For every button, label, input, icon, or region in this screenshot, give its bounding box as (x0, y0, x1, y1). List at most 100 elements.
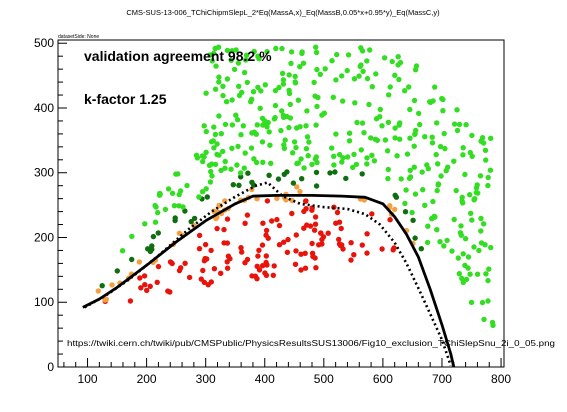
scan-point-green (374, 137, 381, 143)
scan-point-green (212, 45, 218, 52)
scan-point-red (312, 255, 318, 261)
scan-point-red (369, 211, 375, 217)
scan-point-darkgreen (418, 246, 424, 252)
y-tick-label: 300 (34, 166, 54, 180)
scan-point-red (176, 267, 183, 274)
y-tick-label: 100 (34, 295, 54, 309)
scan-point-red (167, 289, 173, 295)
scan-point-green (449, 248, 455, 254)
scan-point-green (286, 124, 292, 131)
scan-point-green (260, 159, 266, 165)
scan-point-red (285, 236, 291, 243)
scan-point-green (385, 175, 391, 182)
scan-point-green (314, 66, 320, 73)
scan-point-green (257, 105, 263, 112)
scan-point-green (455, 255, 461, 261)
scan-point-green (203, 186, 209, 192)
scan-point-green (429, 140, 436, 146)
scan-point-green (430, 198, 436, 205)
scan-point-red (312, 221, 319, 227)
scan-point-red (379, 246, 385, 252)
scan-point-darkgreen (332, 169, 338, 175)
plot-frame (57, 39, 505, 368)
scan-point-darkgreen (410, 217, 416, 223)
scan-point-darkgreen (155, 230, 161, 236)
scan-point-red (338, 225, 344, 232)
scan-point-green (222, 158, 228, 165)
scan-point-green (443, 168, 449, 174)
scan-point-red (137, 275, 143, 281)
scan-point-green (129, 233, 135, 240)
scan-point-green (425, 223, 431, 229)
scan-point-green (229, 97, 235, 103)
scan-point-green (344, 154, 351, 160)
scan-point-green (358, 45, 364, 51)
scan-point-green (236, 92, 243, 99)
scan-point-red (348, 257, 354, 263)
x-tick-label: 300 (196, 372, 216, 386)
scan-point-green (241, 69, 248, 76)
scan-point-green (351, 151, 357, 158)
scan-point-green (229, 122, 236, 128)
x-tick-label: 500 (314, 372, 334, 386)
scan-point-green (490, 322, 496, 329)
scan-point-red (225, 253, 232, 259)
scan-point-green (395, 62, 401, 68)
scan-point-green (267, 142, 273, 148)
scan-point-darkgreen (230, 182, 236, 188)
scan-point-red (312, 214, 319, 220)
scan-point-green (373, 71, 379, 77)
scan-point-green (471, 244, 477, 250)
scan-point-green (312, 93, 318, 99)
scan-point-red (264, 198, 271, 204)
scan-point-green (199, 189, 206, 195)
scan-point-green (216, 152, 222, 158)
axes-layer: 100 200 300 400 500 600 700 800 0 100 200 300 400 500 (34, 36, 511, 386)
scan-point-green (407, 106, 413, 113)
scan-point-green (251, 48, 257, 55)
scan-point-red (263, 259, 269, 266)
scan-point-green (441, 243, 447, 249)
scan-point-green (441, 130, 447, 137)
scan-point-green (209, 58, 215, 64)
scan-point-green (462, 171, 468, 178)
scan-point-red (359, 242, 365, 248)
scan-point-green (371, 158, 378, 164)
scan-point-green (403, 187, 409, 193)
scan-point-green (279, 70, 286, 77)
scan-point-red (281, 239, 287, 245)
y-tick-label: 0 (47, 360, 54, 374)
scan-point-red (255, 253, 261, 259)
scan-point-green (329, 58, 335, 64)
scan-point-green (474, 271, 481, 277)
scan-point-green (454, 127, 461, 134)
scan-point-red (311, 227, 318, 233)
scan-point-green (453, 187, 459, 194)
scan-point-green (220, 148, 226, 155)
scan-point-green (286, 72, 292, 78)
scan-point-green (298, 156, 304, 162)
scan-point-red (274, 216, 280, 223)
scan-point-green (360, 68, 366, 75)
scan-point-green (354, 119, 360, 126)
y-tick-label: 400 (34, 101, 54, 115)
scan-point-green (235, 143, 241, 150)
scan-point-red (201, 258, 208, 264)
scan-point-darkgreen (313, 183, 320, 189)
scan-point-green (303, 123, 309, 129)
scan-point-green (334, 51, 340, 58)
scan-point-red (202, 241, 209, 248)
scan-point-red (301, 208, 307, 215)
scan-point-green (442, 145, 448, 152)
scan-point-darkgreen (172, 217, 178, 224)
scan-point-green (176, 191, 182, 198)
annotation-kfactor: k-factor 1.25 (84, 91, 167, 107)
scan-point-green (331, 162, 337, 168)
curves-layer (82, 181, 456, 368)
scan-point-green (157, 191, 163, 197)
scan-point-red (224, 216, 231, 222)
scan-point-green (485, 182, 491, 189)
scan-point-red (276, 222, 283, 229)
scan-point-green (456, 271, 462, 277)
scan-point-green (206, 162, 213, 168)
